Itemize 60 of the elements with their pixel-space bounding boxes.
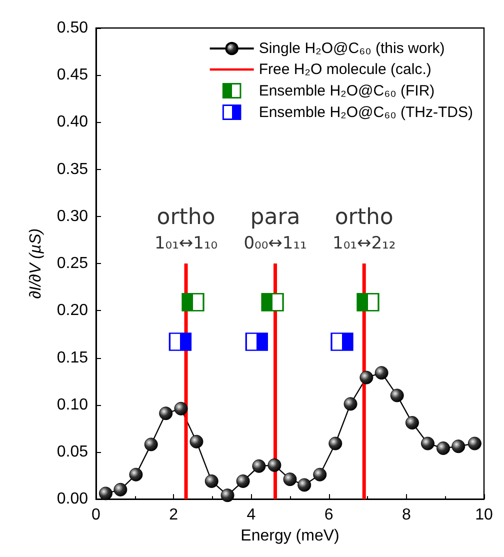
legend-label: Single H₂O@C₆₀ (this work) bbox=[258, 40, 445, 57]
x-tick-label: 0 bbox=[92, 506, 101, 524]
legend-label: Free H₂O molecule (calc.) bbox=[258, 61, 432, 78]
point bbox=[436, 441, 450, 455]
point bbox=[261, 292, 284, 312]
point bbox=[190, 434, 204, 448]
legend-label: Ensemble H₂O@C₆₀ (FIR) bbox=[258, 82, 435, 100]
point bbox=[129, 468, 143, 482]
y-tick-label: 0.35 bbox=[56, 160, 88, 178]
x-tick-label: 10 bbox=[475, 506, 493, 524]
annotation: 1₀₁↔2₁₂ bbox=[332, 234, 396, 254]
point bbox=[174, 402, 188, 416]
point bbox=[330, 332, 354, 352]
legend-label: Ensemble H₂O@C₆₀ (THz-TDS) bbox=[258, 104, 474, 121]
point bbox=[374, 366, 388, 380]
point bbox=[159, 406, 173, 420]
point bbox=[390, 388, 404, 402]
point bbox=[245, 332, 268, 352]
point bbox=[182, 292, 204, 312]
y-axis-title: ∂I/∂V (µS) bbox=[28, 228, 44, 299]
y-tick-label: 0.40 bbox=[56, 114, 88, 131]
point bbox=[98, 486, 112, 500]
point bbox=[236, 474, 250, 488]
point bbox=[252, 459, 266, 473]
y-tick-label: 0.15 bbox=[56, 349, 88, 366]
annotation: 0₀₀↔1₁₁ bbox=[244, 234, 307, 254]
annotation: para bbox=[250, 205, 300, 230]
point bbox=[421, 436, 434, 450]
point bbox=[283, 472, 297, 486]
point bbox=[268, 458, 282, 472]
annotation: ortho bbox=[156, 205, 216, 230]
x-tick-label: 4 bbox=[246, 506, 256, 524]
point bbox=[298, 478, 312, 492]
x-axis-title: Energy (meV) bbox=[240, 528, 340, 544]
point bbox=[313, 468, 327, 482]
point bbox=[344, 397, 358, 411]
annotation: 1₀₁↔1₁₀ bbox=[154, 234, 218, 254]
y-tick-label: 0.25 bbox=[56, 255, 88, 272]
point bbox=[468, 436, 482, 450]
point bbox=[360, 370, 374, 384]
point bbox=[114, 482, 128, 496]
point bbox=[328, 436, 342, 450]
point bbox=[220, 488, 234, 502]
annotation: ortho bbox=[334, 205, 394, 230]
point bbox=[144, 438, 158, 452]
y-tick-label: 0.20 bbox=[56, 302, 88, 320]
y-tick-label: 0.30 bbox=[56, 208, 88, 225]
x-tick-label: 8 bbox=[402, 506, 411, 524]
y-tick-label: 0.50 bbox=[56, 20, 88, 36]
y-tick-label: 0.45 bbox=[56, 66, 88, 84]
point bbox=[452, 440, 466, 454]
point bbox=[356, 292, 380, 312]
y-tick-label: 0.05 bbox=[56, 443, 88, 460]
point bbox=[405, 416, 419, 430]
x-tick-label: 6 bbox=[324, 506, 334, 524]
y-tick-label: 0.10 bbox=[56, 396, 88, 414]
x-tick-label: 2 bbox=[169, 506, 178, 524]
point bbox=[204, 474, 218, 488]
y-tick-label: 0.00 bbox=[56, 490, 88, 508]
point bbox=[168, 332, 192, 352]
